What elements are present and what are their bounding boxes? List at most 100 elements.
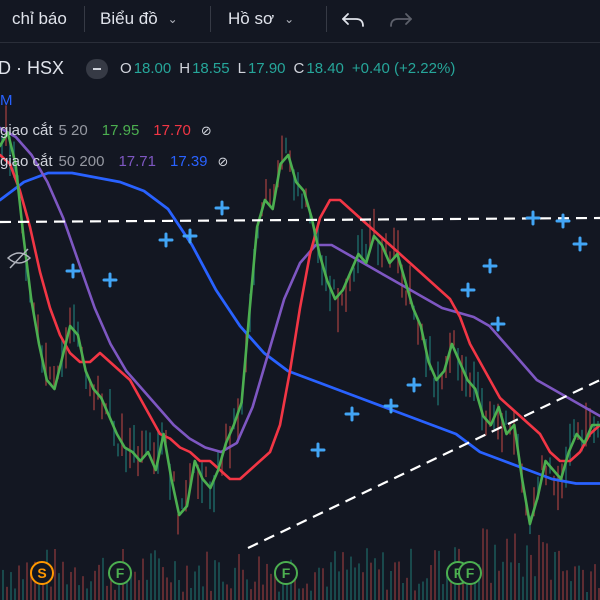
indicator-row-ma-5-20[interactable]: giao cắt 5 20 17.95 17.70 ⊘ (0, 122, 212, 139)
undo-icon[interactable] (342, 13, 364, 27)
volume-bar (210, 590, 212, 600)
volume-bar (422, 581, 424, 600)
undo-redo-icons (342, 13, 412, 27)
volume-bar (230, 588, 232, 600)
volume-bar (414, 590, 416, 600)
volume-bar (502, 561, 504, 600)
indicator-name: giao cắt (0, 122, 53, 139)
volume-bar (170, 582, 172, 600)
volume-bar (238, 554, 240, 600)
low-key: L (237, 60, 246, 77)
volume-bar (474, 570, 476, 600)
volume-bar (526, 545, 528, 600)
volume-bar (250, 589, 252, 600)
volume-bar (534, 576, 536, 600)
volume-bar (58, 573, 60, 600)
volume-bar (206, 551, 208, 600)
high-value: 18.55 (192, 60, 230, 77)
crossover-marker (158, 232, 174, 248)
volume-bar (578, 565, 580, 600)
volume-bar (554, 551, 556, 600)
volume-bar (102, 557, 104, 600)
volume-bar (562, 571, 564, 600)
toolbar-divider (210, 6, 211, 32)
volume-bar (322, 568, 324, 600)
volume-bar (418, 583, 420, 600)
volume-bar (18, 565, 20, 600)
series-line-ma5 (0, 131, 600, 526)
volume-bar (506, 538, 508, 600)
indicator-row-ma-50-200[interactable]: giao cắt 50 200 17.71 17.39 ⊘ (0, 153, 228, 170)
chevron-down-icon: ⌄ (284, 12, 295, 26)
volume-bar (178, 579, 180, 600)
volume-bar (518, 562, 520, 600)
volume-bar (450, 576, 452, 600)
toolbar-divider (84, 6, 85, 32)
volume-bar (378, 569, 380, 600)
volume-bar (222, 581, 224, 600)
indicator-name: giao cắt (0, 153, 53, 170)
volume-bar (110, 571, 112, 600)
volume-bar (134, 571, 136, 600)
charts-menu[interactable]: Biểu đồ ⌄ (100, 0, 178, 38)
event-badge-label: F (116, 565, 125, 581)
volume-bar (310, 590, 312, 600)
volume-bar (30, 569, 32, 600)
volume-bar (374, 558, 376, 600)
volume-bar (582, 569, 584, 600)
volume-bar (190, 587, 192, 600)
volume-bar (194, 571, 196, 600)
volume-bar (438, 550, 440, 600)
volume-bar (138, 580, 140, 600)
hide-values-icon[interactable]: ⊘ (200, 122, 212, 138)
volume-bar (354, 567, 356, 600)
volume-bar (294, 579, 296, 600)
volume-bar (142, 558, 144, 600)
volume-bar (6, 586, 8, 600)
volume-bar (182, 591, 184, 600)
volume-bar (394, 562, 396, 600)
hide-values-icon[interactable]: ⊘ (217, 153, 229, 169)
event-badge-s (30, 561, 54, 585)
volume-bar (350, 556, 352, 600)
volume-bar (126, 572, 128, 600)
volume-bar (590, 571, 592, 600)
indicators-menu[interactable]: chỉ báo (12, 0, 67, 38)
low-value: 17.90 (247, 60, 286, 77)
volume-bar (330, 562, 332, 600)
volume-bar (106, 585, 108, 600)
top-toolbar: chỉ báo Biểu đồ ⌄ Hồ sơ ⌄ (0, 0, 600, 43)
volume-bar (66, 584, 68, 600)
volume-bar (306, 583, 308, 600)
volume-bar (70, 571, 72, 600)
volume-bar (298, 588, 300, 600)
volume-bar (406, 577, 408, 600)
indicators-label: chỉ báo (12, 9, 67, 28)
crossover-marker (383, 398, 399, 414)
collapse-legend-button[interactable] (86, 58, 109, 79)
volume-bar (234, 567, 236, 600)
toolbar-divider (326, 6, 327, 32)
volume-bar (558, 550, 560, 600)
symbol-name[interactable]: D · HSX (0, 58, 65, 78)
volume-bar (318, 567, 320, 600)
crossover-marker (525, 210, 541, 226)
event-badge-label: F (282, 565, 291, 581)
volume-bar (498, 570, 500, 600)
volume-bar (402, 582, 404, 600)
volume-bar (398, 561, 400, 600)
volume-bar (42, 584, 44, 600)
volume-bar (202, 586, 204, 600)
event-badge-f (458, 561, 482, 585)
series-line-ma20 (0, 153, 600, 481)
crossover-marker (572, 236, 588, 252)
volume-bar (486, 529, 488, 600)
profile-menu[interactable]: Hồ sơ ⌄ (228, 0, 294, 38)
volume-bar (174, 561, 176, 600)
indicator-params: 5 20 (58, 122, 88, 139)
redo-icon[interactable] (390, 13, 412, 27)
volume-bar (430, 565, 432, 600)
volume-bar (130, 572, 132, 600)
volume-bar (10, 572, 12, 600)
